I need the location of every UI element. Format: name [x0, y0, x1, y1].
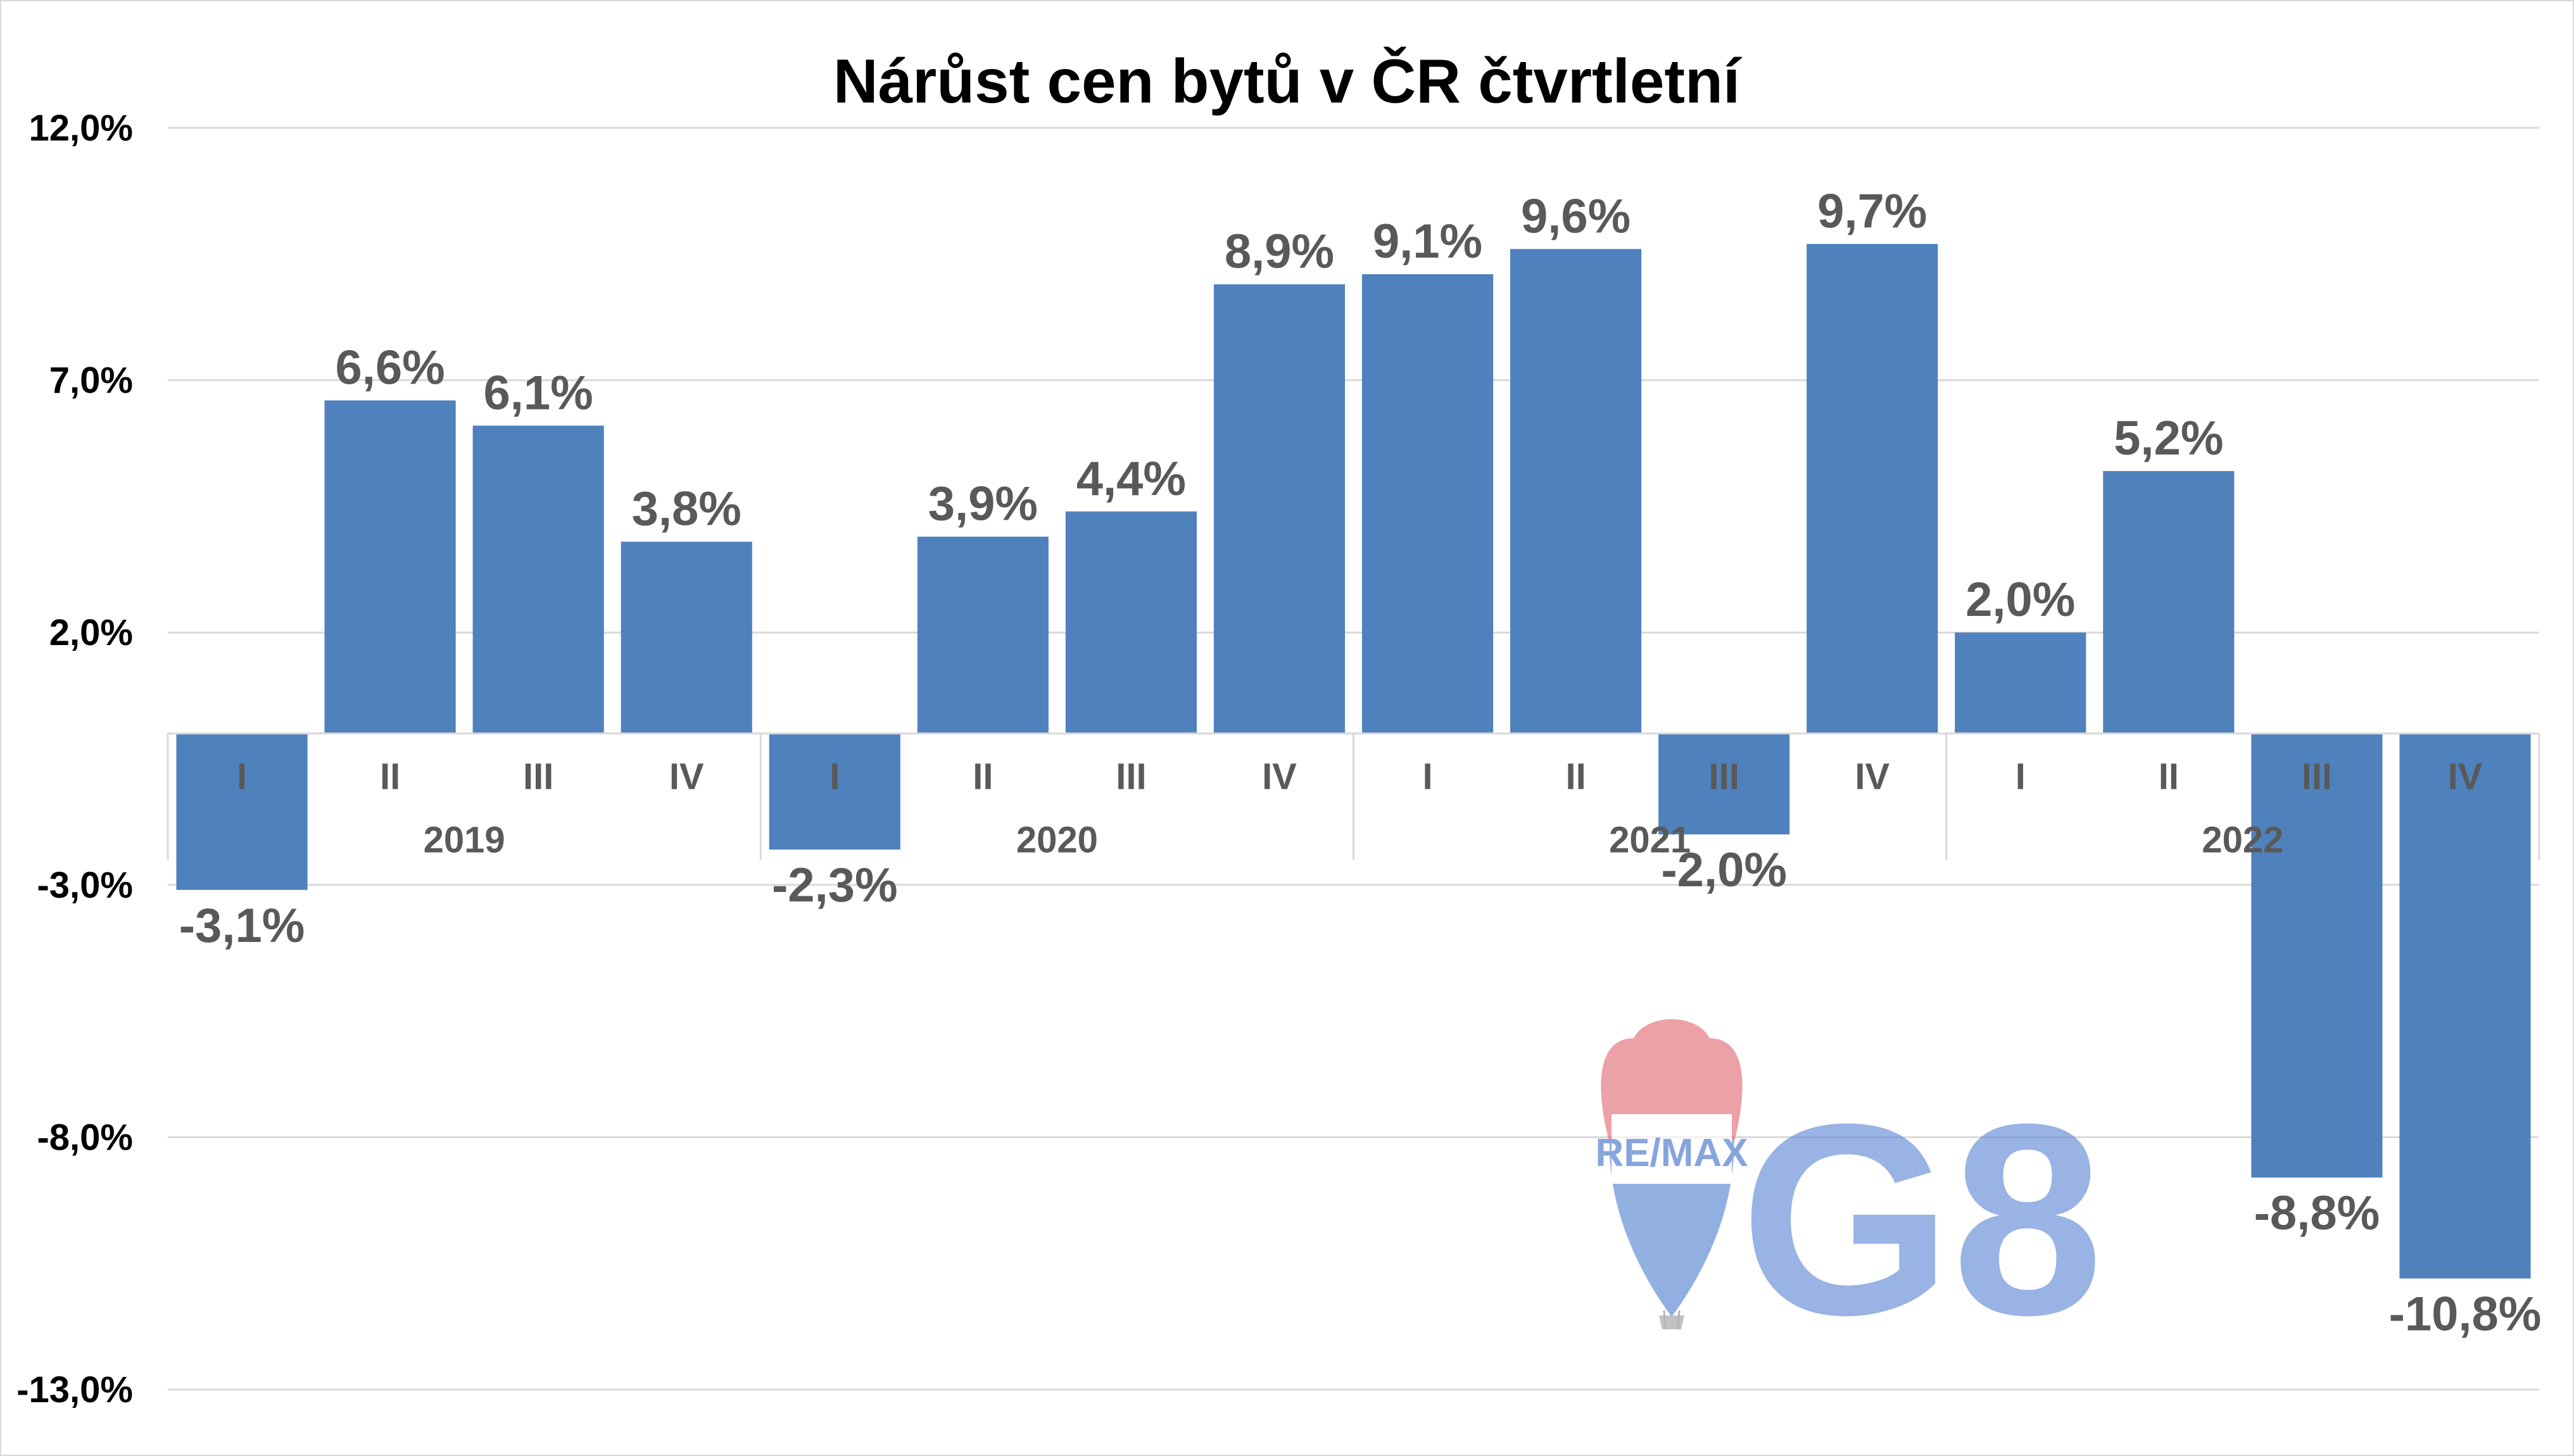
y-tick-label: 12,0%	[29, 108, 133, 149]
data-label: 4,4%	[1076, 452, 1186, 506]
balloon-icon: RE/MAX	[1595, 1019, 1748, 1330]
y-tick-label: -8,0%	[37, 1117, 133, 1158]
quarter-label: IV	[1262, 756, 1297, 798]
quarter-label: III	[1116, 756, 1146, 798]
y-tick-label: 7,0%	[49, 360, 133, 401]
data-label: -10,8%	[2389, 1288, 2542, 1341]
quarter-label: III	[1708, 756, 1739, 798]
data-label: -3,1%	[179, 899, 305, 953]
y-axis-ticks: 12,0% 7,0% 2,0% -3,0% -8,0% -13,0%	[16, 108, 133, 1410]
y-tick-label: -13,0%	[16, 1369, 133, 1410]
bar	[621, 541, 752, 734]
data-label: 9,1%	[1373, 215, 1482, 268]
quarter-label: II	[380, 756, 400, 798]
quarter-label: I	[2016, 756, 2026, 798]
bar	[1065, 511, 1197, 734]
g8-wordmark: G8	[1740, 1068, 2104, 1372]
quarter-label: IV	[669, 756, 704, 798]
bar	[1807, 244, 1938, 734]
data-label: 9,6%	[1521, 189, 1631, 243]
bar	[176, 733, 308, 890]
bars	[176, 244, 2531, 1279]
data-label: 5,2%	[2114, 411, 2223, 465]
chart-title: Nárůst cen bytů v ČR čtvrtletní	[833, 46, 1742, 116]
quarter-label: I	[830, 756, 840, 798]
data-label: 2,0%	[1965, 573, 2075, 627]
quarter-label: I	[237, 756, 247, 798]
data-label: 8,9%	[1225, 225, 1334, 279]
quarter-label: II	[1565, 756, 1586, 798]
quarter-label: IV	[1855, 756, 1889, 798]
remax-wordmark: RE/MAX	[1595, 1131, 1748, 1175]
quarter-label: I	[1422, 756, 1432, 798]
bar	[1510, 249, 1642, 734]
bar	[472, 425, 604, 734]
bar	[1658, 733, 1790, 835]
bar	[1213, 284, 1346, 734]
bar	[1361, 274, 1494, 734]
year-label: 2020	[1016, 820, 1098, 861]
quarter-label: III	[523, 756, 553, 798]
bar	[2251, 733, 2383, 1178]
y-tick-label: 2,0%	[49, 612, 133, 653]
data-label: 9,7%	[1817, 184, 1927, 238]
data-labels: -3,1% 6,6% 6,1% 3,8% -2,3% 3,9% 4,4% 8,9% 9,1% 9,…	[179, 184, 2542, 1341]
bar	[1955, 632, 2086, 734]
data-label: -2,0%	[1661, 843, 1787, 897]
data-label: -2,3%	[772, 858, 898, 912]
bar	[917, 536, 1049, 734]
quarter-label: II	[2159, 756, 2179, 798]
quarter-label: IV	[2448, 756, 2483, 798]
data-label: 6,6%	[335, 341, 445, 394]
year-label: 2022	[2202, 820, 2283, 861]
data-label: -8,8%	[2254, 1186, 2380, 1240]
bar	[324, 400, 456, 734]
data-label: 3,9%	[928, 477, 1038, 531]
data-label: 6,1%	[484, 366, 593, 420]
data-label: 3,8%	[632, 482, 741, 536]
quarter-label: II	[973, 756, 993, 798]
y-tick-label: -3,0%	[37, 865, 133, 906]
year-label: 2021	[1609, 820, 1691, 861]
quarter-label: III	[2302, 756, 2332, 798]
bar	[2103, 471, 2235, 734]
year-label: 2019	[424, 820, 505, 861]
remax-g8-logo: RE/MAX G8	[1595, 1019, 2104, 1372]
bar	[769, 733, 900, 850]
bar	[2399, 733, 2531, 1279]
